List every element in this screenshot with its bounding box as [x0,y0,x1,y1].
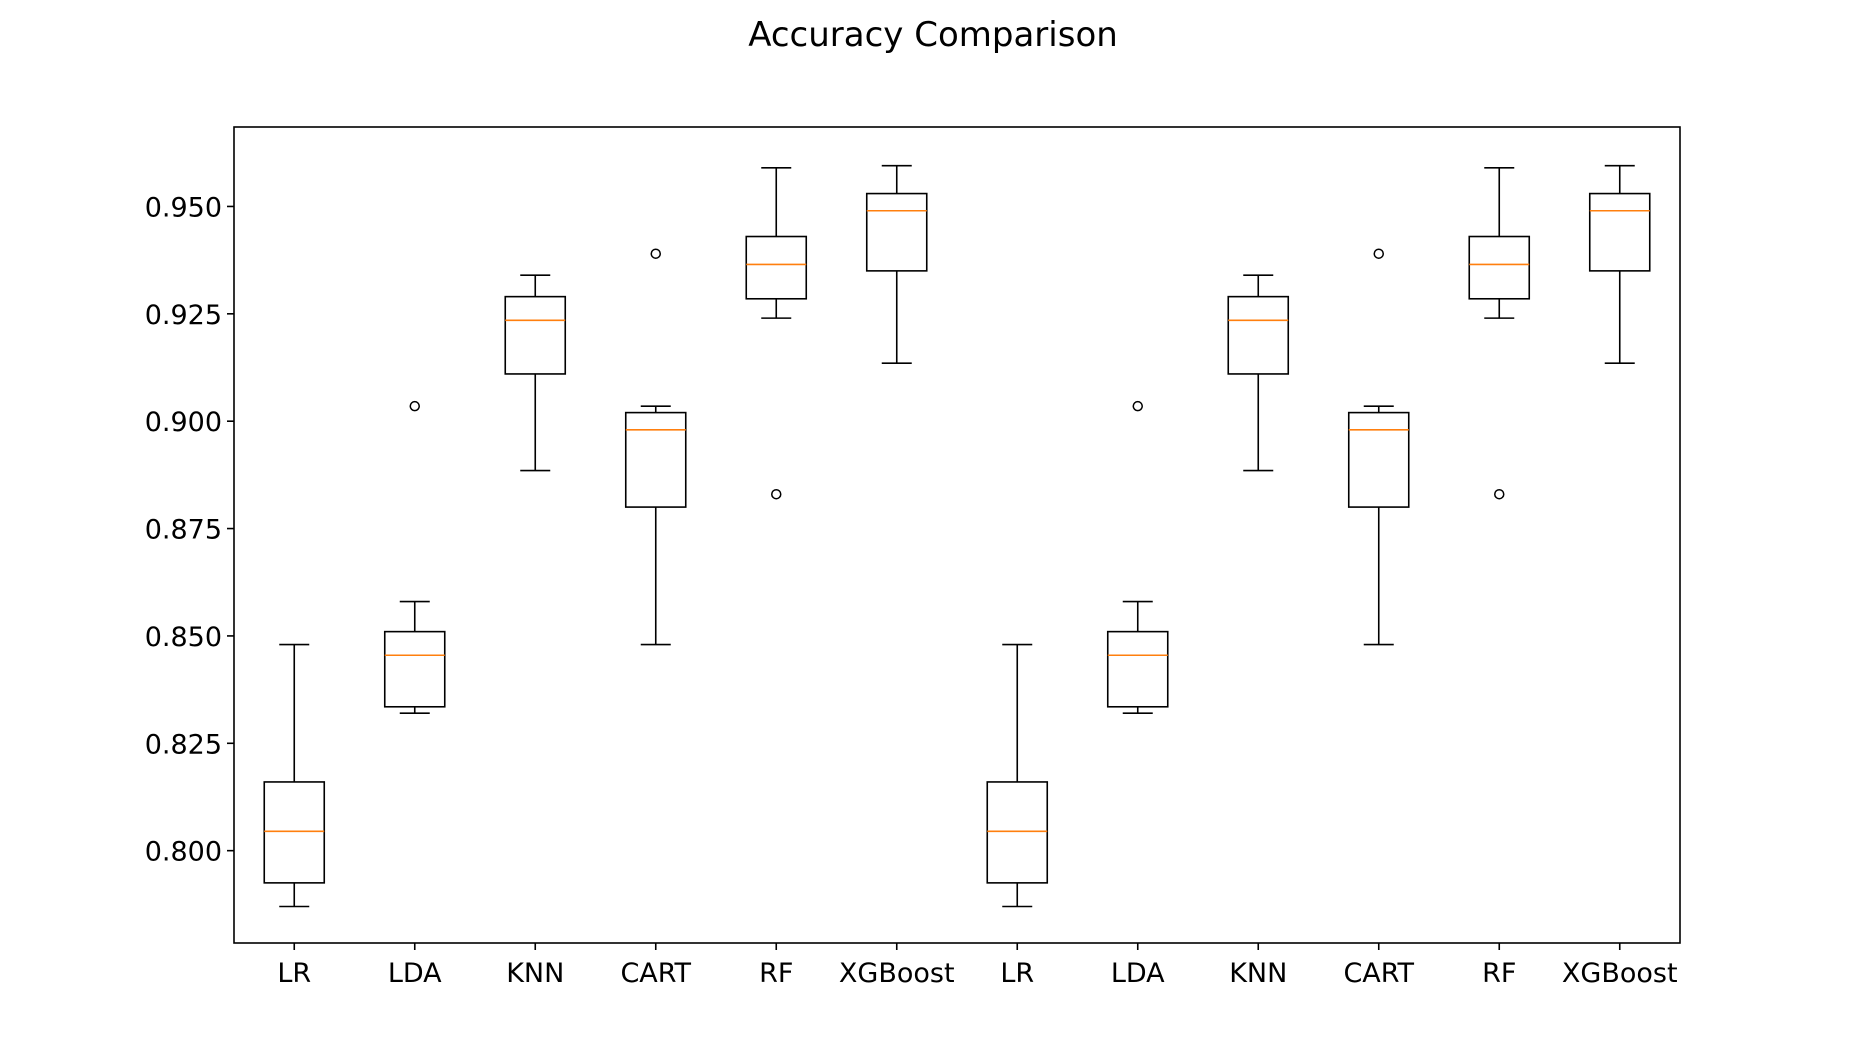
iqr-box [986,781,1049,884]
iqr-box [504,295,567,375]
outlier-point [1132,400,1143,412]
y-tick-label: 0.850 [145,622,222,653]
box-cart [1347,248,1410,646]
box-cart [624,248,687,646]
x-tick-label: LDA [388,958,442,989]
iqr-box [745,235,808,300]
x-tick-label: CART [1343,958,1414,989]
iqr-box [383,630,446,708]
box-xgboost [865,164,928,365]
y-tick-label: 0.825 [145,729,222,760]
chart-title: Accuracy Comparison [748,15,1118,55]
iqr-box [1227,295,1290,375]
outlier-point [1494,488,1505,500]
iqr-box [1106,630,1169,708]
y-tick-label: 0.925 [145,300,222,331]
box-lr [263,643,326,908]
box-xgboost [1588,164,1651,365]
outlier-point [771,488,782,500]
y-tick-label: 0.800 [145,837,222,868]
box-knn [1227,274,1290,472]
outlier-point [650,248,661,259]
iqr-box [624,411,687,508]
iqr-box [1347,411,1410,508]
x-tick-label: XGBoost [839,958,955,989]
x-tick-label: LR [1000,958,1034,989]
iqr-box [263,781,326,884]
boxes-group [263,164,1651,908]
y-tick-label: 0.900 [145,407,222,438]
box-lr [986,643,1049,908]
x-tick-label: CART [620,958,691,989]
x-tick-label: RF [759,958,793,989]
x-tick-label: RF [1482,958,1516,989]
plot-frame [233,126,1681,944]
box-knn [504,274,567,472]
outlier-point [1373,248,1384,259]
outlier-point [409,400,420,412]
box-lda [1106,400,1169,715]
x-tick-label: LR [277,958,311,989]
y-tick-label: 0.950 [145,192,222,223]
iqr-box [1588,192,1651,272]
y-tick-label: 0.875 [145,515,222,546]
x-axis: LR LDA KNN CART RF XGBoost LR LDA KNN CART RF XGBoo… [277,943,1678,989]
iqr-box [1468,235,1531,300]
y-axis: 0.800 0.825 0.850 0.875 0.900 0.925 0.950 [145,192,234,868]
box-lda [383,400,446,715]
box-rf [1468,167,1531,500]
x-tick-label: KNN [506,958,564,989]
iqr-box [865,192,928,272]
x-tick-label: LDA [1111,958,1165,989]
x-tick-label: KNN [1229,958,1287,989]
x-tick-label: XGBoost [1562,958,1678,989]
box-rf [745,167,808,500]
